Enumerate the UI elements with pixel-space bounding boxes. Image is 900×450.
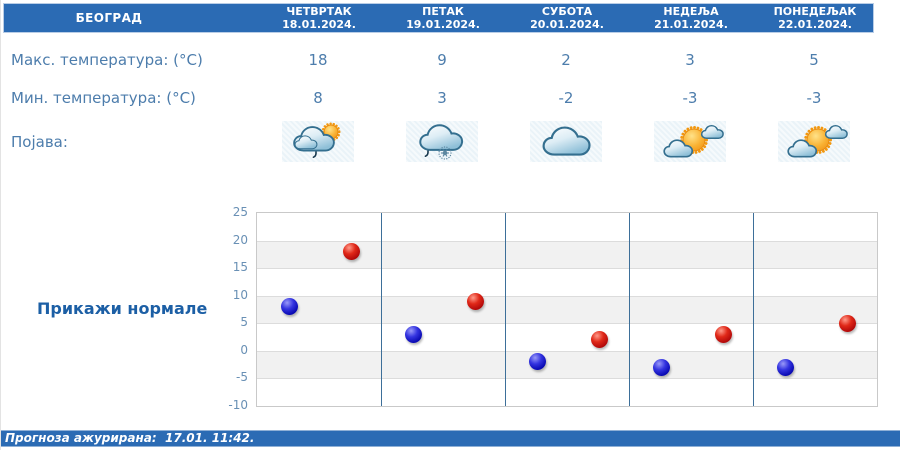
min-temp-value: -3 [682, 89, 698, 107]
day-header: ПЕТАК 19.01.2024. [381, 5, 505, 31]
gridline [257, 350, 877, 352]
show-normals-button[interactable]: Прикажи нормале [37, 299, 208, 318]
day-separator-line [629, 213, 630, 406]
footer-bar: Прогноза ажурирана: 17.01. 11:42. [1, 430, 900, 447]
min-temp-point [280, 298, 298, 316]
min-temp-value: 8 [313, 89, 323, 107]
gridline [257, 323, 877, 325]
temperature-chart: 25 20 15 10 5 0 -5 -10 [216, 204, 881, 416]
min-temp-label: Мин. температура: (°C) [11, 89, 196, 107]
day-date: 19.01.2024. [406, 18, 480, 31]
max-temp-point [590, 331, 608, 349]
city-name: БЕОГРАД [75, 11, 143, 25]
min-temp-point [528, 353, 546, 371]
day-date: 20.01.2024. [530, 18, 604, 31]
gridline [257, 240, 877, 242]
day-date: 18.01.2024. [282, 18, 356, 31]
y-axis-tick-label: 10 [232, 287, 248, 302]
day-name: СУБОТА [541, 5, 593, 18]
sun-cloud-rain-icon [293, 122, 341, 158]
weather-icon-tile [282, 121, 354, 162]
day-name: НЕДЕЉА [663, 5, 719, 18]
weather-icon-tile [778, 121, 850, 162]
y-axis-tick-label: 5 [240, 315, 248, 330]
weather-icon-tile [406, 121, 478, 162]
max-temp-point [466, 292, 484, 310]
grid-band [257, 350, 877, 379]
gridline [257, 268, 877, 270]
min-temp-value: -3 [806, 89, 822, 107]
min-temp-point [404, 325, 422, 343]
max-temp-point [342, 243, 360, 261]
grid-band [257, 240, 877, 269]
min-temp-value: 3 [437, 89, 447, 107]
y-axis-tick-label: -5 [236, 370, 248, 385]
sun-cloud-icon [787, 124, 848, 158]
gridline [257, 378, 877, 380]
forecast-updated-text: Прогноза ажурирана: 17.01. 11:42. [5, 431, 255, 445]
y-axis-tick-label: 15 [232, 260, 248, 275]
day-name: ПЕТАК [422, 5, 464, 18]
day-date: 21.01.2024. [654, 18, 728, 31]
day-date: 22.01.2024. [778, 18, 852, 31]
plot-area [256, 212, 878, 407]
max-temp-value: 18 [308, 51, 328, 69]
day-name: ПОНЕДЕЉАК [773, 5, 857, 18]
max-temp-point [838, 314, 856, 332]
max-temp-value: 3 [685, 51, 695, 69]
y-axis-tick-label: 0 [240, 342, 248, 357]
day-header: НЕДЕЉА 21.01.2024. [629, 5, 753, 31]
sun-cloud-icon [663, 124, 724, 158]
weather-icon-tile [654, 121, 726, 162]
gridline [257, 295, 877, 297]
phenomenon-label: Појава: [11, 133, 68, 151]
max-temp-label: Макс. температура: (°C) [11, 51, 203, 69]
cloud-rain-snow-icon [419, 124, 464, 160]
y-axis-tick-label: -10 [228, 398, 248, 412]
day-separator-line [505, 213, 506, 406]
header-bar: БЕОГРАД ЧЕТВРТАК 18.01.2024. ПЕТАК 19.01… [3, 3, 874, 33]
day-separator-line [381, 213, 382, 406]
day-header: ЧЕТВРТАК 18.01.2024. [257, 5, 381, 31]
day-header: СУБОТА 20.01.2024. [505, 5, 629, 31]
cloud-icon [542, 126, 591, 156]
min-temp-point [652, 358, 670, 376]
max-temp-value: 5 [809, 51, 819, 69]
y-axis-tick-label: 20 [232, 232, 248, 247]
max-temp-value: 2 [561, 51, 571, 69]
y-axis-tick-label: 25 [232, 205, 248, 219]
day-separator-line [753, 213, 754, 406]
max-temp-point [714, 325, 732, 343]
weather-icon-tile [530, 121, 602, 162]
grid-band [257, 295, 877, 324]
min-temp-point [776, 358, 794, 376]
min-temp-value: -2 [558, 89, 574, 107]
y-axis: 25 20 15 10 5 0 -5 -10 [216, 204, 248, 416]
day-name: ЧЕТВРТАК [286, 5, 352, 18]
max-temp-value: 9 [437, 51, 447, 69]
day-header: ПОНЕДЕЉАК 22.01.2024. [753, 5, 877, 31]
